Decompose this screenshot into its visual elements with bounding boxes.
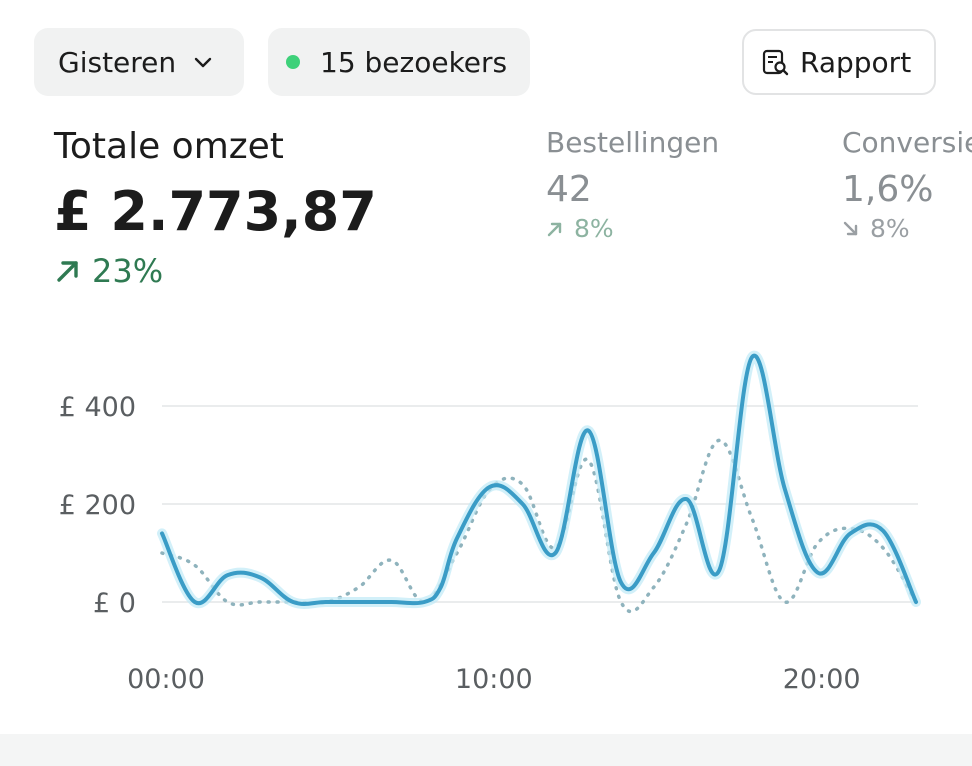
y-tick-label: £ 400 <box>59 392 136 423</box>
orders-delta: 8% <box>546 214 719 243</box>
date-range-label: Gisteren <box>58 45 177 79</box>
total-revenue-delta: 23% <box>54 252 163 290</box>
conversion-label: Conversie <box>842 126 972 159</box>
bottom-divider-strip <box>0 734 972 766</box>
arrow-up-right-icon <box>57 261 78 282</box>
x-tick-label: 10:00 <box>455 664 533 695</box>
y-tick-label: £ 0 <box>93 588 136 619</box>
x-tick-label: 20:00 <box>783 664 861 695</box>
arrow-up-right-icon <box>547 222 562 236</box>
series-line-glow <box>157 350 921 609</box>
conversion-delta: 8% <box>842 214 972 243</box>
chevron-down-icon <box>194 57 212 68</box>
report-button-label: Rapport <box>800 45 912 79</box>
conversion-value: 1,6% <box>842 169 934 210</box>
date-range-dropdown[interactable]: Gisteren <box>34 28 244 96</box>
x-tick-label: 00:00 <box>127 664 205 695</box>
orders-delta-value: 8% <box>574 214 614 243</box>
live-status-dot <box>286 55 300 69</box>
series-line-current <box>160 353 918 606</box>
total-revenue-delta-value: 23% <box>92 252 164 290</box>
report-search-icon <box>762 49 789 76</box>
total-revenue-value: £ 2.773,87 <box>54 180 377 243</box>
orders-metric[interactable]: Bestellingen 42 8% <box>546 126 719 243</box>
revenue-line-chart: £ 0 £ 200 £ 400 00:00 10:00 20:00 <box>59 350 921 695</box>
orders-value: 42 <box>546 169 592 210</box>
arrow-down-right-icon <box>843 221 858 235</box>
orders-label: Bestellingen <box>546 126 720 159</box>
total-revenue-label: Totale omzet <box>54 126 284 167</box>
conversion-metric[interactable]: Conversie 1,6% 8% <box>842 126 972 243</box>
visitors-label: 15 bezoekers <box>320 45 508 79</box>
report-button[interactable]: Rapport <box>742 29 936 95</box>
y-tick-label: £ 200 <box>59 490 136 521</box>
conversion-delta-value: 8% <box>870 214 910 243</box>
visitors-indicator[interactable]: 15 bezoekers <box>268 28 530 96</box>
